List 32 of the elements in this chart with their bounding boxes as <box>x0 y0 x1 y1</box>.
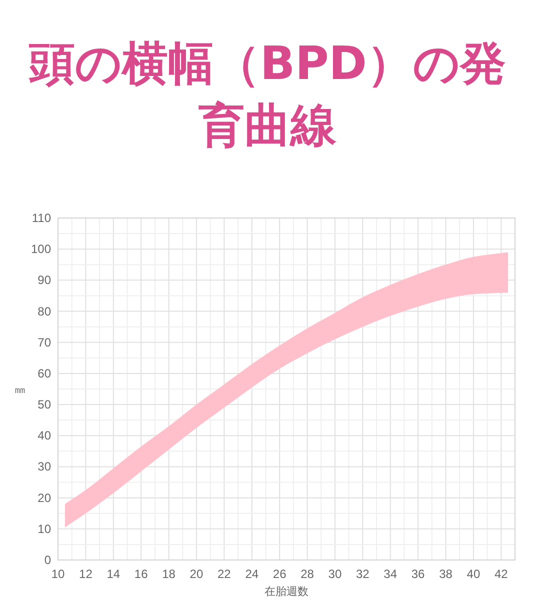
y-tick-label: 110 <box>32 211 52 225</box>
x-tick-label: 10 <box>51 567 65 581</box>
y-tick-label: 30 <box>38 460 52 474</box>
x-tick-label: 24 <box>245 567 259 581</box>
y-tick-label: 80 <box>38 304 52 318</box>
y-tick-label: 40 <box>38 428 52 443</box>
x-tick-label: 30 <box>328 567 342 581</box>
y-tick-label: 0 <box>44 553 52 567</box>
y-tick-label: 60 <box>38 366 52 380</box>
x-tick-label: 20 <box>190 567 204 581</box>
x-tick-label: 12 <box>79 567 93 581</box>
x-tick-label: 40 <box>466 567 480 581</box>
x-tick-label: 16 <box>134 567 148 581</box>
x-tick-label: 32 <box>356 567 370 581</box>
y-axis-title: ㎜ <box>14 383 26 396</box>
y-tick-label: 10 <box>38 522 52 536</box>
x-tick-label: 18 <box>162 567 176 581</box>
x-tick-label: 38 <box>439 567 453 581</box>
x-tick-label: 26 <box>272 567 287 581</box>
x-tick-label: 28 <box>300 567 314 581</box>
y-tick-label: 70 <box>38 335 52 350</box>
x-tick-label: 36 <box>411 567 426 581</box>
x-tick-label: 42 <box>494 567 508 581</box>
x-axis-title: 在胎週数 <box>264 585 308 598</box>
y-tick-label: 100 <box>30 242 52 256</box>
x-tick-label: 34 <box>384 567 398 581</box>
chart-title: 頭の横幅（BPD）の発育曲線 <box>28 35 507 154</box>
y-tick-label: 50 <box>38 398 52 412</box>
x-tick-label: 22 <box>218 567 232 581</box>
y-tick-label: 20 <box>38 490 52 505</box>
x-tick-label: 14 <box>106 567 120 581</box>
y-tick-label: 90 <box>38 273 52 288</box>
